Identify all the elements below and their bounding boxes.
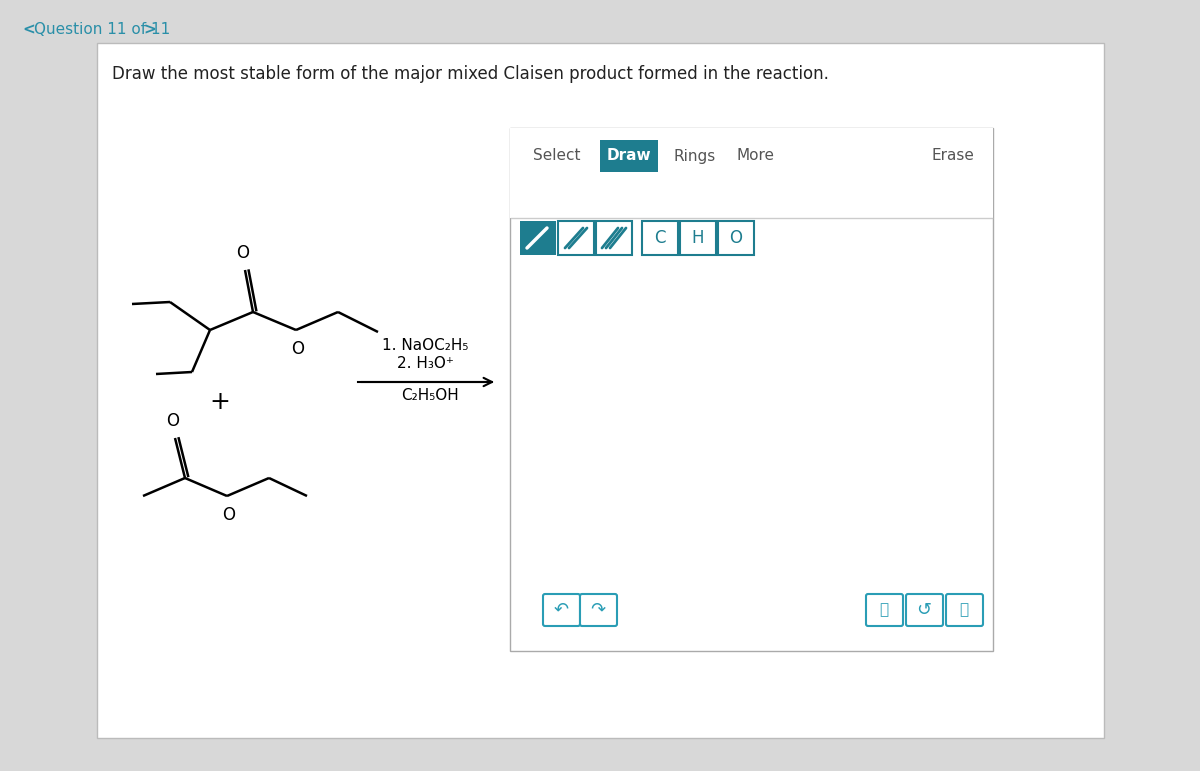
Text: 🔍: 🔍 xyxy=(880,602,888,618)
Bar xyxy=(510,128,994,218)
FancyBboxPatch shape xyxy=(906,594,943,626)
FancyBboxPatch shape xyxy=(946,594,983,626)
FancyBboxPatch shape xyxy=(542,594,580,626)
Bar xyxy=(718,221,754,255)
Text: O: O xyxy=(292,340,305,358)
FancyBboxPatch shape xyxy=(97,43,1104,738)
Text: +: + xyxy=(210,390,230,414)
Text: <: < xyxy=(22,22,35,37)
Bar xyxy=(510,128,994,651)
FancyBboxPatch shape xyxy=(580,594,617,626)
Bar xyxy=(520,221,556,255)
Text: 🔎: 🔎 xyxy=(960,602,968,618)
Text: Draw the most stable form of the major mixed Claisen product formed in the react: Draw the most stable form of the major m… xyxy=(112,65,829,83)
Text: 2. H₃O⁺: 2. H₃O⁺ xyxy=(396,356,454,372)
FancyBboxPatch shape xyxy=(866,594,904,626)
Text: More: More xyxy=(736,149,774,163)
Text: ↺: ↺ xyxy=(917,601,931,619)
Bar xyxy=(558,221,594,255)
Text: H: H xyxy=(691,229,704,247)
Text: O: O xyxy=(222,506,235,524)
Bar xyxy=(600,140,658,172)
Text: C₂H₅OH: C₂H₅OH xyxy=(401,389,458,403)
Text: ↷: ↷ xyxy=(590,601,606,619)
Bar xyxy=(596,221,632,255)
Text: >: > xyxy=(143,22,156,37)
Text: Draw: Draw xyxy=(607,149,652,163)
Text: Select: Select xyxy=(533,149,581,163)
Bar xyxy=(680,221,716,255)
Text: Question 11 of 11: Question 11 of 11 xyxy=(34,22,170,37)
Text: Rings: Rings xyxy=(674,149,716,163)
Text: C: C xyxy=(654,229,666,247)
Text: ↶: ↶ xyxy=(553,601,569,619)
Text: 1. NaOC₂H₅: 1. NaOC₂H₅ xyxy=(382,338,468,353)
Text: O: O xyxy=(167,412,180,430)
Text: O: O xyxy=(730,229,743,247)
Text: Erase: Erase xyxy=(931,149,974,163)
Bar xyxy=(642,221,678,255)
Text: O: O xyxy=(236,244,250,262)
